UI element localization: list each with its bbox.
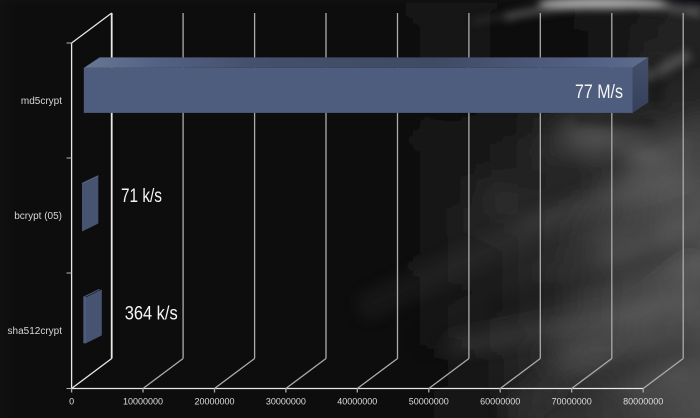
svg-text:70000000: 70000000 <box>552 397 592 407</box>
svg-text:30000000: 30000000 <box>266 397 306 407</box>
svg-text:364 k/s: 364 k/s <box>125 304 178 325</box>
svg-text:60000000: 60000000 <box>480 397 520 407</box>
svg-text:20000000: 20000000 <box>194 397 234 407</box>
svg-text:50000000: 50000000 <box>409 397 449 407</box>
svg-text:77 M/s: 77 M/s <box>575 82 623 103</box>
svg-text:10000000: 10000000 <box>123 397 163 407</box>
svg-text:0: 0 <box>69 397 74 407</box>
svg-text:40000000: 40000000 <box>337 397 377 407</box>
svg-text:71 k/s: 71 k/s <box>121 186 162 207</box>
svg-text:md5crypt: md5crypt <box>21 96 62 107</box>
svg-text:sha512crypt: sha512crypt <box>8 326 63 337</box>
svg-text:bcrypt (05): bcrypt (05) <box>14 211 62 222</box>
svg-text:80000000: 80000000 <box>623 397 663 407</box>
